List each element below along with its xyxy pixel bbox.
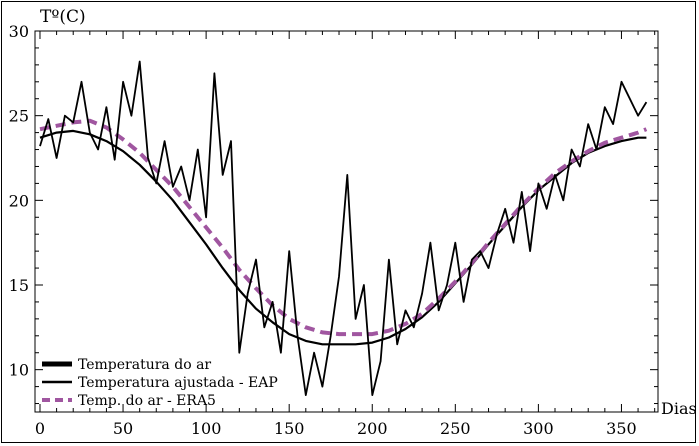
legend-label: Temperatura ajustada - EAP (78, 375, 278, 391)
x-tick-label: 50 (113, 419, 133, 438)
plot-area (34, 30, 659, 413)
axis-layer: 0 50 100 150 200 250 300 350 10 15 20 25 30 (9, 22, 658, 438)
legend: Temperatura do ar Temperatura ajustada - … (42, 357, 278, 409)
x-tick-label: 200 (357, 419, 388, 438)
y-axis-label: Tº(C) (40, 7, 86, 27)
x-axis-label: Dias (661, 399, 697, 418)
series-line-2 (39, 118, 648, 337)
series-line-0 (39, 60, 648, 397)
series-line-1 (39, 129, 647, 346)
y-tick-label: 20 (9, 191, 29, 210)
legend-label: Temperatura do ar (78, 357, 211, 373)
series-layer (39, 60, 648, 397)
legend-label: Temp. do ar - ERA5 (78, 393, 216, 409)
y-tick-label: 30 (9, 22, 29, 41)
y-tick-label: 10 (9, 361, 29, 380)
x-tick-label: 350 (606, 419, 637, 438)
x-tick-label: 300 (523, 419, 554, 438)
x-tick-label: 150 (274, 419, 305, 438)
x-tick-label: 100 (191, 419, 222, 438)
x-tick-label: 0 (35, 419, 45, 438)
y-tick-label: 15 (9, 276, 29, 295)
x-tick-label: 250 (440, 419, 471, 438)
y-tick-label: 25 (9, 107, 29, 126)
